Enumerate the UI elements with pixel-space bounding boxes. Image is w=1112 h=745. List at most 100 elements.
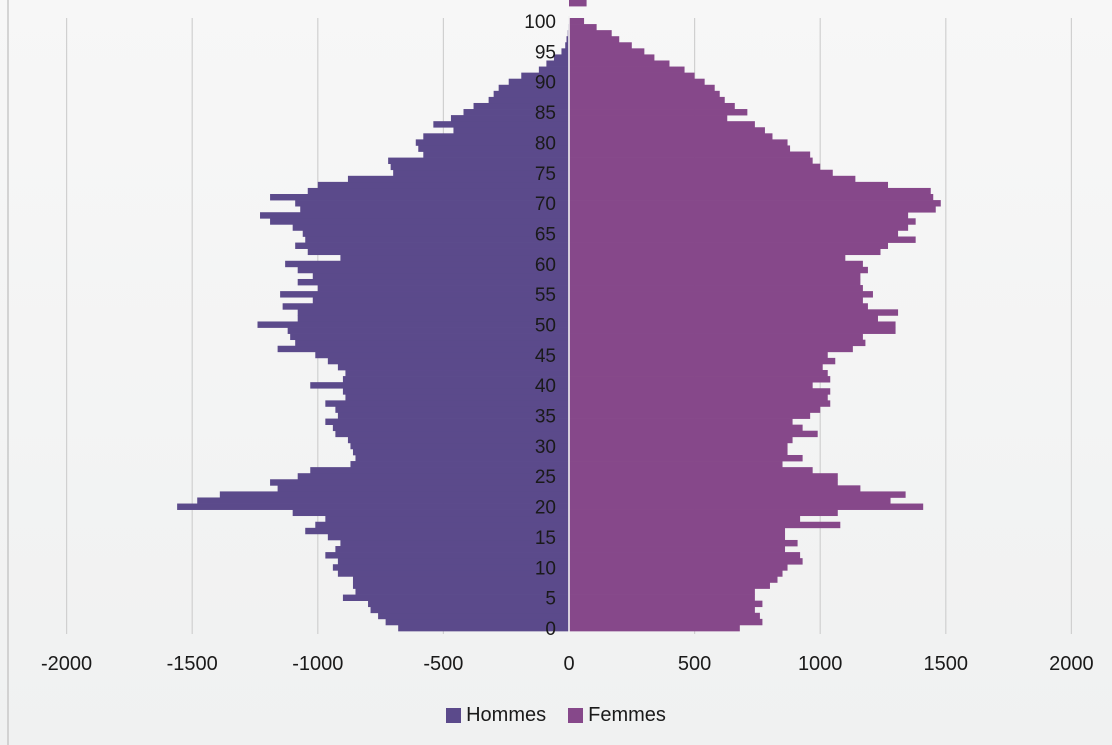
bar-femmes [569,448,788,456]
bar-hommes [177,503,569,510]
bar-femmes [569,84,715,92]
bar-hommes [473,102,569,110]
age-tick-label: 25 [535,467,556,488]
bar-femmes [569,66,685,73]
bar-hommes [325,515,569,523]
age-tick-label: 10 [535,558,556,579]
bar-femmes [569,278,861,286]
bar-femmes [569,418,793,425]
bar-femmes [569,546,786,553]
bar-femmes [569,102,735,110]
bar-hommes [390,163,569,171]
bar-hommes [295,200,569,207]
bar-hommes [325,552,569,559]
bar-hommes [277,485,569,492]
bar-hommes [355,454,569,462]
bar-femmes [569,224,909,231]
age-tick-label: 0 [545,619,556,640]
age-tick-label: 65 [535,224,556,245]
bar-hommes [295,339,569,347]
bar-femmes [569,187,931,195]
bar-hommes [312,272,569,280]
bar-femmes [569,163,821,171]
bar-femmes [569,564,788,571]
bar-femmes [569,151,811,158]
bar-hommes [310,382,569,389]
bar-hommes [423,133,569,140]
bar-femmes [569,206,936,213]
bar-femmes [569,606,755,614]
bar-hommes [337,558,569,565]
age-tick-label: 20 [535,498,556,519]
bar-femmes [569,612,760,620]
bar-hommes [270,194,569,201]
bar-hommes [538,66,569,73]
bar-hommes [398,624,569,632]
bar-femmes [569,424,803,432]
bar-hommes [342,594,569,601]
x-tick-label: 0 [563,653,574,675]
bar-hommes [342,376,569,383]
bar-femmes [569,254,846,262]
bar-femmes [569,345,853,353]
bar-femmes [569,60,670,67]
age-tick-label: 95 [535,42,556,63]
bar-hommes [335,430,569,438]
bar-hommes [280,291,569,298]
age-tick-label: 90 [535,73,556,94]
bar-femmes [569,582,770,589]
bar-hommes [493,90,569,98]
bar-hommes [277,345,569,353]
legend-item-hommes[interactable]: Hommes [446,704,546,727]
bar-femmes [569,236,916,243]
bar-femmes [569,558,803,565]
bar-hommes [345,394,569,401]
bar-hommes [546,60,569,67]
bar-femmes [569,48,645,55]
bar-femmes [569,485,861,492]
bar-femmes [569,406,821,413]
bar-hommes [297,266,569,274]
bar-hommes [393,169,569,177]
bar-femmes [569,90,720,98]
bar-femmes [569,200,941,207]
bar-hommes [282,303,569,310]
bar-hommes [352,576,569,583]
bar-femmes [569,139,788,146]
x-tick-label: -2000 [41,653,92,675]
legend-item-femmes[interactable]: Femmes [568,704,666,727]
bar-femmes [569,212,909,219]
bar-femmes [569,272,861,280]
bar-hommes [290,333,569,341]
bar-hommes [337,412,569,419]
bar-femmes [569,436,793,444]
bar-hommes [350,461,569,468]
bar-femmes [569,175,856,183]
x-tick-label: 1500 [924,653,969,675]
bar-femmes [569,127,765,134]
bar-hommes [347,436,569,444]
bar-hommes [508,78,569,86]
bar-hommes [565,42,569,49]
legend-swatch-hommes [446,708,462,723]
bar-hommes [385,618,569,626]
bar-femmes [569,412,811,419]
x-tick-label: -1000 [292,653,343,675]
bar-hommes [388,157,569,165]
bar-hommes [332,564,569,571]
bar-hommes [340,539,569,547]
bar-femmes [569,515,801,523]
bar-hommes [355,588,569,595]
bar-femmes [569,363,823,371]
age-tick-label: 30 [535,437,556,458]
bar-hommes [305,236,569,243]
bar-hommes [463,109,569,116]
bar-hommes [566,36,569,43]
bar-femmes [569,570,783,577]
bar-femmes [569,285,863,292]
bar-femmes [569,588,755,595]
bar-hommes [337,570,569,577]
bar-hommes [553,54,569,61]
